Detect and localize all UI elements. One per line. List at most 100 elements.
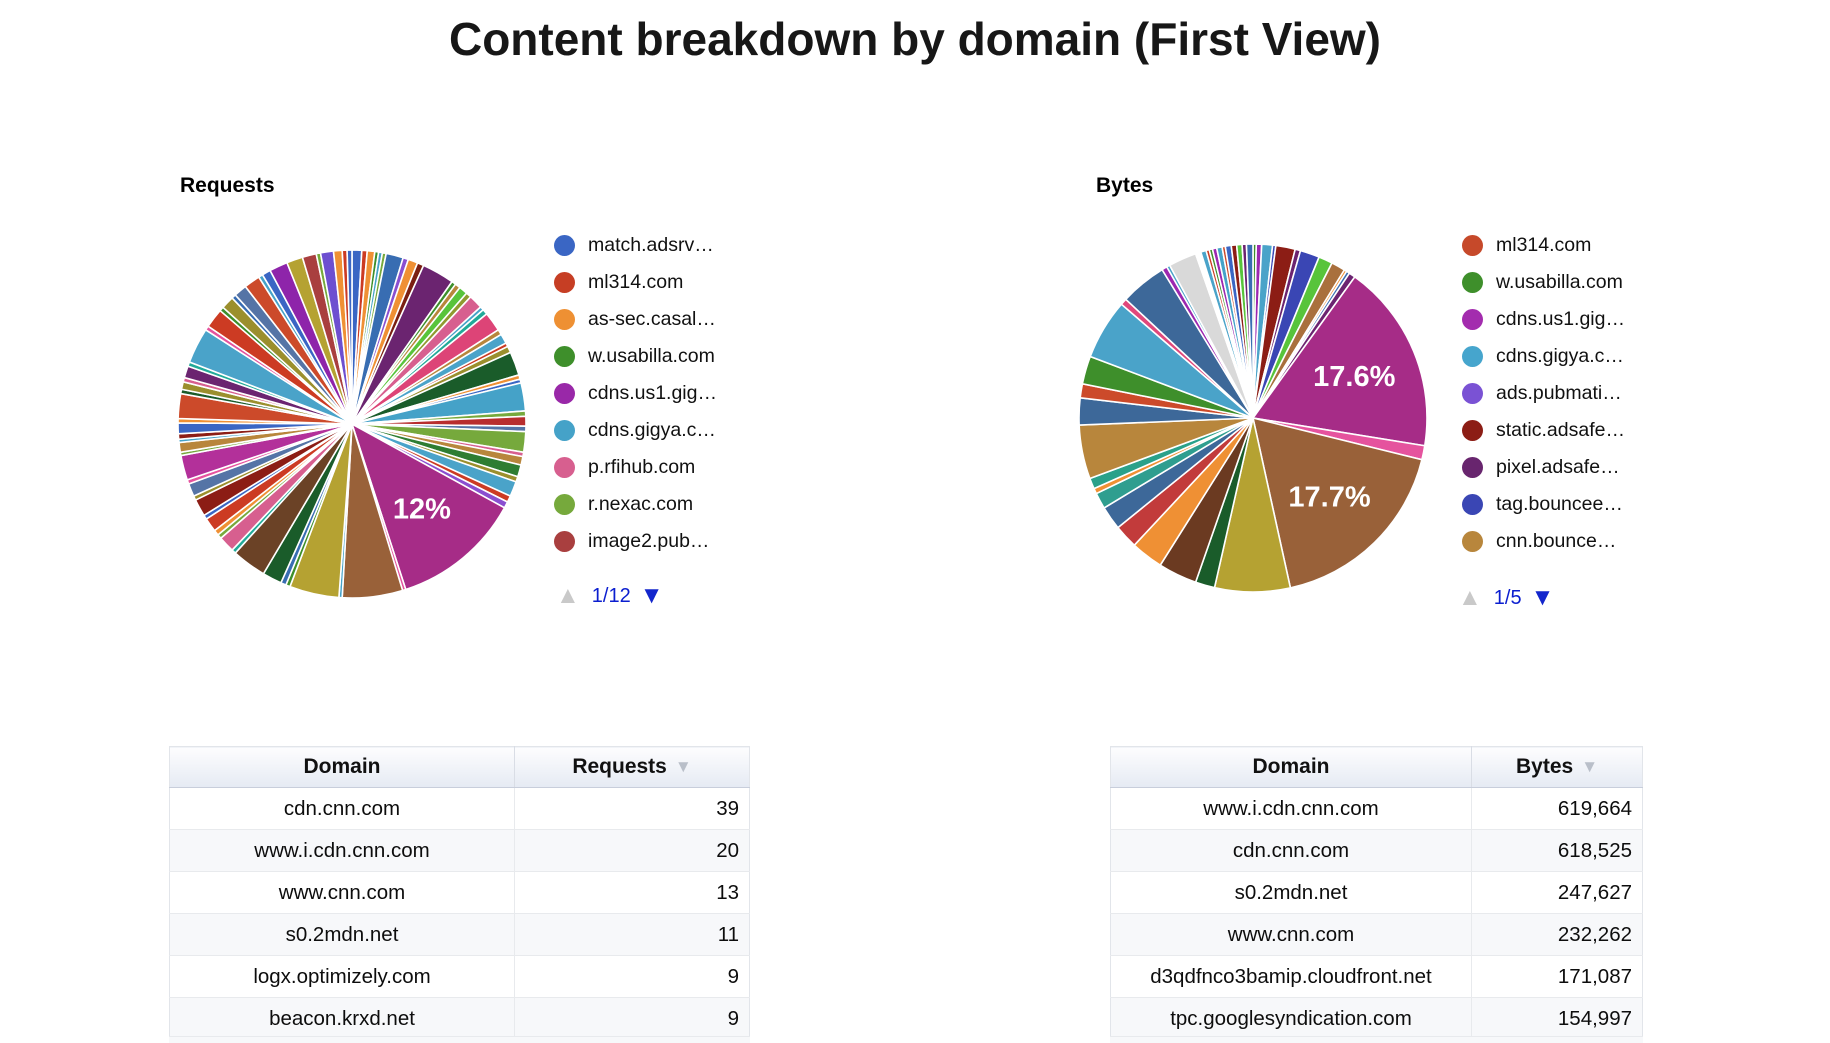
bytes-table-partial-row — [1110, 1036, 1643, 1043]
legend-item[interactable]: r.nexac.com — [554, 486, 717, 523]
legend-swatch-icon — [1462, 494, 1483, 515]
domain-cell[interactable]: d3qdfnco3bamip.cloudfront.net — [1110, 955, 1472, 998]
table-row[interactable]: beacon.krxd.net 9 — [169, 997, 750, 1040]
table-row[interactable]: www.i.cdn.cnn.com 20 — [169, 829, 750, 872]
domain-cell[interactable]: cdn.cnn.com — [169, 787, 515, 830]
legend-swatch-icon — [1462, 235, 1483, 256]
legend-label: tag.bouncee… — [1496, 493, 1623, 515]
legend-swatch-icon — [554, 531, 575, 552]
bytes-table-body: www.i.cdn.cnn.com 619,664 cdn.cnn.com 61… — [1110, 787, 1643, 1040]
requests-pie-chart[interactable]: 12% — [172, 244, 532, 604]
legend-label: cdns.us1.gig… — [588, 382, 717, 404]
bytes-legend: ml314.com w.usabilla.com cdns.us1.gig… c… — [1462, 227, 1625, 560]
legend-label: w.usabilla.com — [1496, 271, 1623, 293]
value-cell[interactable]: 247,627 — [1471, 871, 1643, 914]
legend-item[interactable]: pixel.adsafe… — [1462, 449, 1625, 486]
legend-swatch-icon — [1462, 346, 1483, 367]
legend-swatch-icon — [1462, 383, 1483, 404]
legend-item[interactable]: ml314.com — [554, 264, 717, 301]
value-cell[interactable]: 9 — [514, 955, 750, 998]
legend-swatch-icon — [1462, 309, 1483, 330]
legend-item[interactable]: p.rfihub.com — [554, 449, 717, 486]
requests-chart-title: Requests — [180, 174, 275, 197]
legend-item[interactable]: cdns.us1.gig… — [1462, 301, 1625, 338]
table-row[interactable]: cdn.cnn.com 39 — [169, 787, 750, 830]
table-row[interactable]: logx.optimizely.com 9 — [169, 955, 750, 998]
requests-table: Domain Requests ▼ cdn.cnn.com 39 www.i.cd… — [169, 746, 750, 1040]
bytes-table-header-bytes[interactable]: Bytes ▼ — [1471, 746, 1643, 788]
legend-swatch-icon — [1462, 420, 1483, 441]
requests-table-header-domain[interactable]: Domain — [169, 746, 515, 788]
page-title: Content breakdown by domain (First View) — [448, 13, 1382, 65]
svg-text:17.6%: 17.6% — [1313, 361, 1395, 393]
requests-legend-pager: ▲ 1/12 ▼ — [556, 580, 663, 612]
requests-table-body: cdn.cnn.com 39 www.i.cdn.cnn.com 20 www.… — [169, 787, 750, 1040]
value-cell[interactable]: 171,087 — [1471, 955, 1643, 998]
domain-cell[interactable]: cdn.cnn.com — [1110, 829, 1472, 872]
requests-table-header-row: Domain Requests ▼ — [169, 746, 750, 788]
page-down-icon[interactable]: ▼ — [639, 582, 664, 609]
legend-swatch-icon — [554, 457, 575, 478]
bytes-table: Domain Bytes ▼ www.i.cdn.cnn.com 619,664 … — [1110, 746, 1643, 1040]
sort-desc-icon: ▼ — [1581, 757, 1599, 776]
value-cell[interactable]: 13 — [514, 871, 750, 914]
legend-item[interactable]: cnn.bounce… — [1462, 523, 1625, 560]
value-cell[interactable]: 20 — [514, 829, 750, 872]
domain-cell[interactable]: www.cnn.com — [1110, 913, 1472, 956]
page-indicator: 1/12 — [591, 584, 631, 607]
domain-cell[interactable]: logx.optimizely.com — [169, 955, 515, 998]
legend-item[interactable]: static.adsafe… — [1462, 412, 1625, 449]
page-indicator: 1/5 — [1493, 586, 1522, 609]
bytes-legend-pager: ▲ 1/5 ▼ — [1458, 582, 1554, 614]
table-row[interactable]: s0.2mdn.net 247,627 — [1110, 871, 1643, 914]
table-row[interactable]: www.i.cdn.cnn.com 619,664 — [1110, 787, 1643, 830]
value-cell[interactable]: 39 — [514, 787, 750, 830]
legend-item[interactable]: image2.pub… — [554, 523, 717, 560]
domain-cell[interactable]: beacon.krxd.net — [169, 997, 515, 1040]
legend-swatch-icon — [554, 309, 575, 330]
domain-cell[interactable]: www.i.cdn.cnn.com — [1110, 787, 1472, 830]
legend-item[interactable]: tag.bouncee… — [1462, 486, 1625, 523]
legend-swatch-icon — [554, 494, 575, 515]
domain-cell[interactable]: tpc.googlesyndication.com — [1110, 997, 1472, 1040]
table-row[interactable]: www.cnn.com 13 — [169, 871, 750, 914]
legend-item[interactable]: cdns.gigya.c… — [1462, 338, 1625, 375]
table-row[interactable]: www.cnn.com 232,262 — [1110, 913, 1643, 956]
domain-cell[interactable]: www.i.cdn.cnn.com — [169, 829, 515, 872]
value-cell[interactable]: 11 — [514, 913, 750, 956]
legend-label: image2.pub… — [588, 530, 710, 552]
requests-table-header-requests[interactable]: Requests ▼ — [514, 746, 750, 788]
table-row[interactable]: s0.2mdn.net 11 — [169, 913, 750, 956]
domain-cell[interactable]: www.cnn.com — [169, 871, 515, 914]
page-down-icon[interactable]: ▼ — [1530, 584, 1555, 611]
page-up-icon[interactable]: ▲ — [1458, 584, 1482, 611]
page-up-icon[interactable]: ▲ — [556, 582, 580, 609]
legend-label: ads.pubmati… — [1496, 382, 1622, 404]
bytes-pie-chart[interactable]: 17.6% 17.7% — [1073, 238, 1433, 598]
legend-item[interactable]: cdns.us1.gig… — [554, 375, 717, 412]
domain-cell[interactable]: s0.2mdn.net — [1110, 871, 1472, 914]
table-row[interactable]: cdn.cnn.com 618,525 — [1110, 829, 1643, 872]
legend-swatch-icon — [554, 383, 575, 404]
table-row[interactable]: tpc.googlesyndication.com 154,997 — [1110, 997, 1643, 1040]
legend-item[interactable]: w.usabilla.com — [554, 338, 717, 375]
value-cell[interactable]: 9 — [514, 997, 750, 1040]
legend-swatch-icon — [1462, 457, 1483, 478]
legend-item[interactable]: ml314.com — [1462, 227, 1625, 264]
domain-cell[interactable]: s0.2mdn.net — [169, 913, 515, 956]
legend-label: static.adsafe… — [1496, 419, 1625, 441]
legend-item[interactable]: match.adsrv… — [554, 227, 717, 264]
legend-swatch-icon — [554, 346, 575, 367]
table-row[interactable]: d3qdfnco3bamip.cloudfront.net 171,087 — [1110, 955, 1643, 998]
legend-item[interactable]: w.usabilla.com — [1462, 264, 1625, 301]
value-cell[interactable]: 232,262 — [1471, 913, 1643, 956]
bytes-table-header-domain[interactable]: Domain — [1110, 746, 1472, 788]
legend-item[interactable]: cdns.gigya.c… — [554, 412, 717, 449]
value-cell[interactable]: 619,664 — [1471, 787, 1643, 830]
legend-label: cdns.us1.gig… — [1496, 308, 1625, 330]
legend-item[interactable]: as-sec.casal… — [554, 301, 717, 338]
legend-label: cnn.bounce… — [1496, 530, 1617, 552]
value-cell[interactable]: 618,525 — [1471, 829, 1643, 872]
legend-item[interactable]: ads.pubmati… — [1462, 375, 1625, 412]
value-cell[interactable]: 154,997 — [1471, 997, 1643, 1040]
